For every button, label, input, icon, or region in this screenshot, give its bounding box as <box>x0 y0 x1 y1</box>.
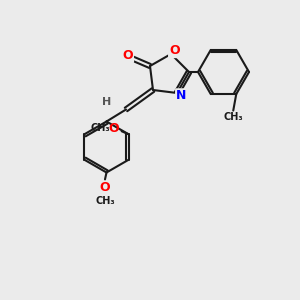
Text: H: H <box>102 97 111 107</box>
Text: CH₃: CH₃ <box>90 123 110 133</box>
Text: CH₃: CH₃ <box>224 112 243 122</box>
Text: O: O <box>100 181 110 194</box>
Text: O: O <box>122 49 133 62</box>
Text: O: O <box>108 122 119 135</box>
Text: CH₃: CH₃ <box>95 196 115 206</box>
Text: N: N <box>176 89 187 103</box>
Text: O: O <box>169 44 180 57</box>
